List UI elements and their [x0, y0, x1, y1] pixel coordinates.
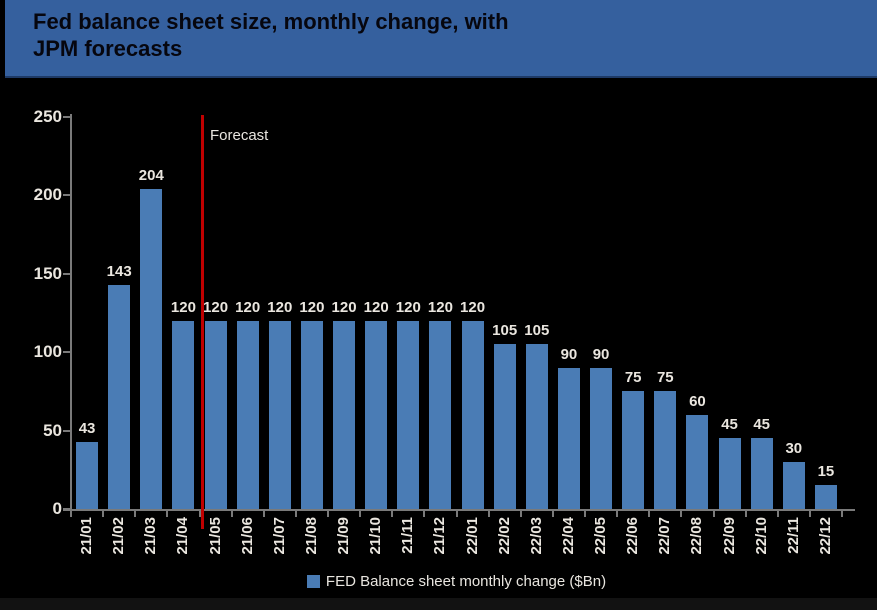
- legend: FED Balance sheet monthly change ($Bn): [71, 571, 842, 591]
- bar: [108, 284, 131, 509]
- bar-value-label: 120: [427, 298, 453, 316]
- x-axis-tick-mark: [327, 511, 329, 517]
- x-axis-tick-mark: [744, 511, 747, 517]
- bar-value-label: 120: [267, 298, 293, 316]
- x-axis-tick-mark: [648, 511, 651, 517]
- x-axis-tick-mark: [391, 511, 394, 517]
- forecast-line: [201, 115, 204, 529]
- bar: [140, 189, 163, 509]
- x-axis-tick-mark: [680, 511, 683, 517]
- bar-value-label: 120: [299, 298, 325, 316]
- bar: [461, 320, 484, 509]
- bar: [365, 320, 388, 509]
- bar-value-label: 120: [235, 298, 261, 316]
- x-axis-tick-mark: [230, 511, 233, 517]
- bar-value-label: 120: [395, 298, 421, 316]
- bar-value-label: 120: [363, 298, 389, 316]
- x-axis-tick-mark: [359, 511, 362, 517]
- footer-strip: [0, 598, 877, 610]
- chart-title: Fed balance sheet size, monthly change, …: [5, 0, 877, 62]
- bar-value-label: 120: [203, 298, 229, 316]
- bar: [204, 320, 227, 509]
- bar: [654, 391, 677, 509]
- bar-value-label: 105: [492, 322, 518, 340]
- bar: [333, 320, 356, 509]
- y-axis-tick-mark: [63, 508, 71, 510]
- bar-value-label: 120: [331, 298, 357, 316]
- y-axis-tick-mark: [63, 429, 71, 432]
- chart-title-line2: JPM forecasts: [33, 36, 183, 61]
- y-axis-tick-label: 50: [43, 420, 62, 440]
- bar-value-label: 45: [753, 416, 771, 434]
- bar: [814, 485, 837, 509]
- x-axis-tick-mark: [455, 511, 458, 517]
- bar: [236, 320, 259, 509]
- bar: [268, 320, 291, 509]
- bar-value-label: 43: [78, 419, 96, 437]
- bar: [686, 414, 709, 509]
- x-axis-tick-mark: [166, 511, 169, 517]
- x-axis-tick-mark: [519, 511, 522, 517]
- y-axis-tick-label: 200: [33, 185, 62, 205]
- chart-title-line1: Fed balance sheet size, monthly change, …: [33, 9, 509, 34]
- chart-title-bar: Fed balance sheet size, monthly change, …: [5, 0, 877, 78]
- bar: [557, 367, 580, 509]
- y-axis-line: [70, 114, 72, 511]
- y-axis-tick-label: 0: [52, 499, 62, 518]
- x-axis-tick-mark: [712, 511, 715, 517]
- bar-value-label: 90: [592, 345, 610, 363]
- bar: [622, 391, 645, 509]
- x-axis-tick-mark: [808, 511, 811, 517]
- y-axis-tick-mark: [63, 351, 71, 354]
- x-axis-tick-mark: [616, 511, 619, 517]
- bar: [750, 438, 773, 509]
- x-axis-tick-mark: [294, 511, 297, 517]
- bar-value-label: 143: [106, 262, 132, 280]
- bar: [397, 320, 420, 509]
- bar-value-label: 75: [656, 369, 674, 387]
- bar: [429, 320, 452, 509]
- x-axis-line: [63, 509, 855, 511]
- x-axis-tick-mark: [584, 511, 586, 517]
- x-axis-tick-mark: [262, 511, 265, 517]
- bar-value-label: 45: [721, 416, 738, 434]
- x-axis-tick-mark: [102, 511, 105, 517]
- x-axis-tick-mark: [841, 511, 843, 517]
- bar: [782, 461, 805, 509]
- bar-value-label: 120: [460, 298, 486, 316]
- y-axis-tick-label: 100: [33, 342, 62, 362]
- x-axis-tick-mark: [487, 511, 490, 517]
- bar: [300, 320, 323, 509]
- forecast-label: Forecast: [210, 127, 269, 144]
- bar: [172, 320, 195, 509]
- bar-value-label: 15: [817, 463, 835, 481]
- x-axis-tick-mark: [423, 511, 426, 517]
- bar: [525, 344, 548, 509]
- bar: [590, 367, 613, 509]
- x-axis-tick-mark: [70, 511, 72, 517]
- y-axis-tick-mark: [63, 194, 71, 197]
- bar: [718, 438, 741, 509]
- bar-value-label: 120: [170, 298, 196, 316]
- bar-value-label: 75: [624, 369, 642, 387]
- bar: [76, 441, 99, 509]
- y-axis-tick-mark: [63, 116, 71, 118]
- legend-marker-icon: [306, 574, 320, 588]
- y-axis-tick-mark: [63, 272, 71, 275]
- y-axis-tick-label: 250: [33, 107, 62, 126]
- bar-value-label: 30: [785, 439, 803, 457]
- x-axis-tick-mark: [776, 511, 779, 517]
- x-axis-tick-mark: [551, 511, 554, 517]
- bar-value-label: 60: [689, 392, 706, 410]
- legend-label: FED Balance sheet monthly change ($Bn): [325, 572, 607, 590]
- x-axis-tick-mark: [198, 511, 201, 517]
- bar-value-label: 204: [138, 167, 164, 185]
- y-axis-tick-label: 150: [33, 263, 62, 283]
- bar: [493, 344, 516, 509]
- x-axis-tick-mark: [134, 511, 137, 517]
- bar-value-label: 105: [524, 322, 550, 340]
- bar-value-label: 90: [560, 345, 578, 363]
